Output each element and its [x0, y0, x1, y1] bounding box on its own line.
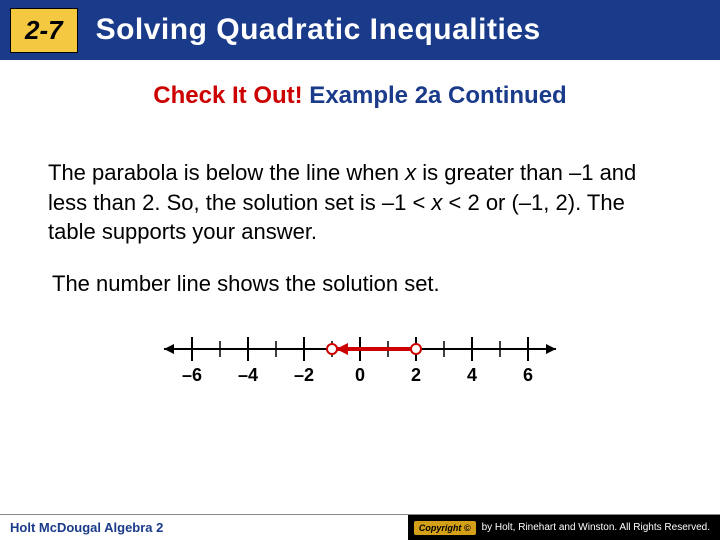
copyright-text: by Holt, Rinehart and Winston. All Right… [482, 522, 710, 533]
svg-text:–6: –6 [182, 365, 202, 385]
svg-text:–2: –2 [294, 365, 314, 385]
p1-t1: The parabola is below the line when [48, 160, 405, 185]
check-it-out-label: Check It Out! [153, 82, 302, 109]
numberline-intro: The number line shows the solution set. [52, 271, 668, 297]
explanation-paragraph: The parabola is below the line when x is… [48, 158, 672, 247]
svg-text:–4: –4 [238, 365, 258, 385]
lesson-title: Solving Quadratic Inequalities [96, 13, 541, 47]
footer-book-title: Holt McDougal Algebra 2 [10, 520, 163, 535]
footer-copyright: Copyright © by Holt, Rinehart and Winsto… [408, 515, 720, 540]
lesson-number-badge: 2-7 [10, 8, 78, 53]
svg-text:4: 4 [467, 365, 477, 385]
slide-footer: Holt McDougal Algebra 2 Copyright © by H… [0, 514, 720, 540]
svg-text:2: 2 [411, 365, 421, 385]
slide-header: 2-7 Solving Quadratic Inequalities [0, 0, 720, 60]
copyright-badge: Copyright © [414, 521, 476, 535]
svg-text:6: 6 [523, 365, 533, 385]
p1-x2: x [431, 190, 442, 215]
p1-x1: x [405, 160, 416, 185]
example-number-label: Example 2a Continued [303, 82, 567, 109]
numberline-container: –6 –4 –2 0 2 4 6 [0, 325, 720, 395]
numberline-diagram: –6 –4 –2 0 2 4 6 [150, 325, 570, 395]
svg-text:0: 0 [355, 365, 365, 385]
example-subtitle: Check It Out! Example 2a Continued [0, 82, 720, 110]
